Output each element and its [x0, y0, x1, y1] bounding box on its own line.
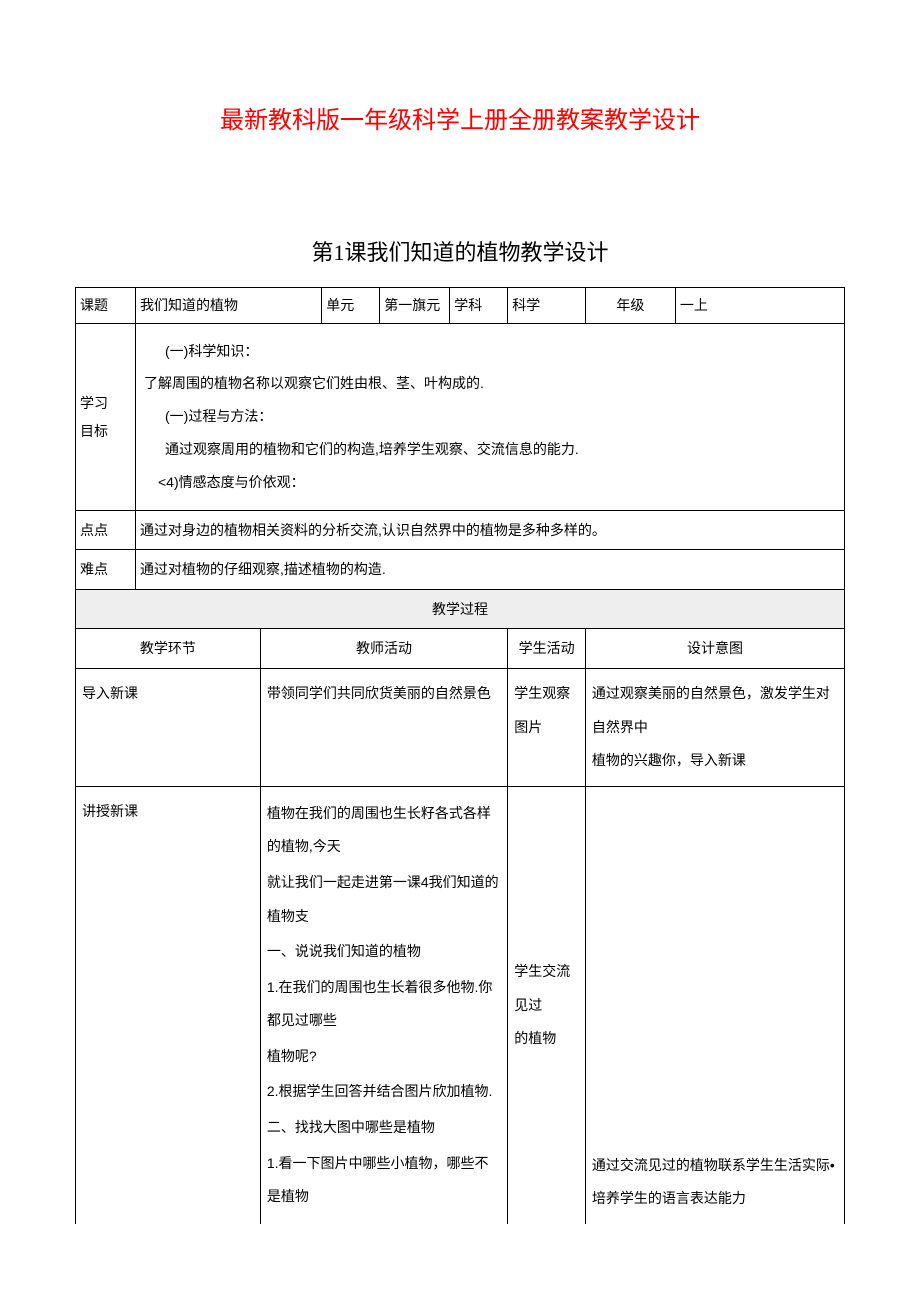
teach-line: 一、说说我们知道的植物 — [267, 935, 501, 969]
teach-line: 二、找找大图中哪些是植物 — [267, 1111, 501, 1145]
teach-intent: 通过交流见过的植物联系学生生活实际•培养学生的语言表达能力 — [585, 786, 844, 1224]
objectives-label: 学习目标 — [76, 323, 136, 510]
col-intent: 设计意图 — [585, 629, 844, 669]
keypoint-row: 点点 通过对身边的植物相关资料的分析交流,认识自然界中的植物是多种多样的。 — [76, 510, 845, 550]
objectives-content: (一)科学知识： 了解周围的植物名称以观察它们姓由根、茎、叶构成的. (一)过程… — [136, 323, 845, 510]
teach-row: 讲授新课 植物在我们的周围也生长籽各式各样的植物,今天 就让我们一起走进第一课4… — [76, 786, 845, 1224]
intro-teacher: 带领同学们共同欣货美丽的自然景色 — [260, 668, 507, 786]
keypoint-label: 点点 — [76, 510, 136, 550]
objectives-row: 学习目标 (一)科学知识： 了解周围的植物名称以观察它们姓由根、茎、叶构成的. … — [76, 323, 845, 510]
lesson-plan-table: 课题 我们知道的植物 单元 第一旗元 学科 科学 年级 一上 学习目标 (一)科… — [75, 287, 845, 1224]
teach-line: 就让我们一起走进第一课4我们知道的植物支 — [267, 866, 501, 933]
subject-label: 学科 — [450, 288, 508, 324]
difficulty-label: 难点 — [76, 550, 136, 590]
teach-student: 学生交流见过的植物 — [508, 786, 586, 1224]
unit-label: 单元 — [322, 288, 380, 324]
topic-label: 课题 — [76, 288, 136, 324]
columns-row: 教学环节 教师活动 学生活动 设计意图 — [76, 629, 845, 669]
teach-teacher: 植物在我们的周围也生长籽各式各样的植物,今天 就让我们一起走进第一课4我们知道的… — [260, 786, 507, 1224]
obj-line: <4)情感态度与价依观： — [144, 467, 836, 498]
teach-phase: 讲授新课 — [76, 786, 261, 1224]
intro-intent: 通过观察美丽的自然景色，激发学生对自然界中植物的兴趣你，导入新课 — [585, 668, 844, 786]
col-teacher: 教师活动 — [260, 629, 507, 669]
teach-line: 1.看一下图片中哪些小植物，哪些不是植物 — [267, 1147, 501, 1214]
teach-line: 植物呢? — [267, 1040, 501, 1074]
teach-line: 植物在我们的周围也生长籽各式各样的植物,今天 — [267, 797, 501, 864]
col-phase: 教学环节 — [76, 629, 261, 669]
grade-value: 一上 — [675, 288, 844, 324]
difficulty-value: 通过对植物的仔细观察,描述植物的构造. — [136, 550, 845, 590]
intro-row: 导入新课 带领同学们共同欣货美丽的自然景色 学生观察图片 通过观察美丽的自然景色… — [76, 668, 845, 786]
obj-line: (一)科学知识： — [144, 336, 836, 367]
teach-line: 2.根据学生回答并结合图片欣加植物. — [267, 1075, 501, 1109]
main-title: 最新教科版一年级科学上册全册教案教学设计 — [75, 100, 845, 135]
process-header: 教学过程 — [76, 589, 845, 629]
topic-value: 我们知道的植物 — [136, 288, 322, 324]
unit-value: 第一旗元 — [380, 288, 450, 324]
difficulty-row: 难点 通过对植物的仔细观察,描述植物的构造. — [76, 550, 845, 590]
subject-value: 科学 — [508, 288, 586, 324]
header-row: 课题 我们知道的植物 单元 第一旗元 学科 科学 年级 一上 — [76, 288, 845, 324]
keypoint-value: 通过对身边的植物相关资料的分析交流,认识自然界中的植物是多种多样的。 — [136, 510, 845, 550]
obj-line: (一)过程与方法： — [144, 401, 836, 432]
process-header-row: 教学过程 — [76, 589, 845, 629]
teach-line: 1.在我们的周围也生长着很多他物.你都见过哪些 — [267, 971, 501, 1038]
grade-label: 年级 — [585, 288, 675, 324]
intro-student: 学生观察图片 — [508, 668, 586, 786]
obj-line: 了解周围的植物名称以观察它们姓由根、茎、叶构成的. — [144, 368, 836, 399]
obj-line: 通过观察周用的植物和它们的构造,培养学生观察、交流信息的能力. — [144, 434, 836, 465]
intro-phase: 导入新课 — [76, 668, 261, 786]
sub-title: 第1课我们知道的植物教学设计 — [75, 235, 845, 267]
col-student: 学生活动 — [508, 629, 586, 669]
